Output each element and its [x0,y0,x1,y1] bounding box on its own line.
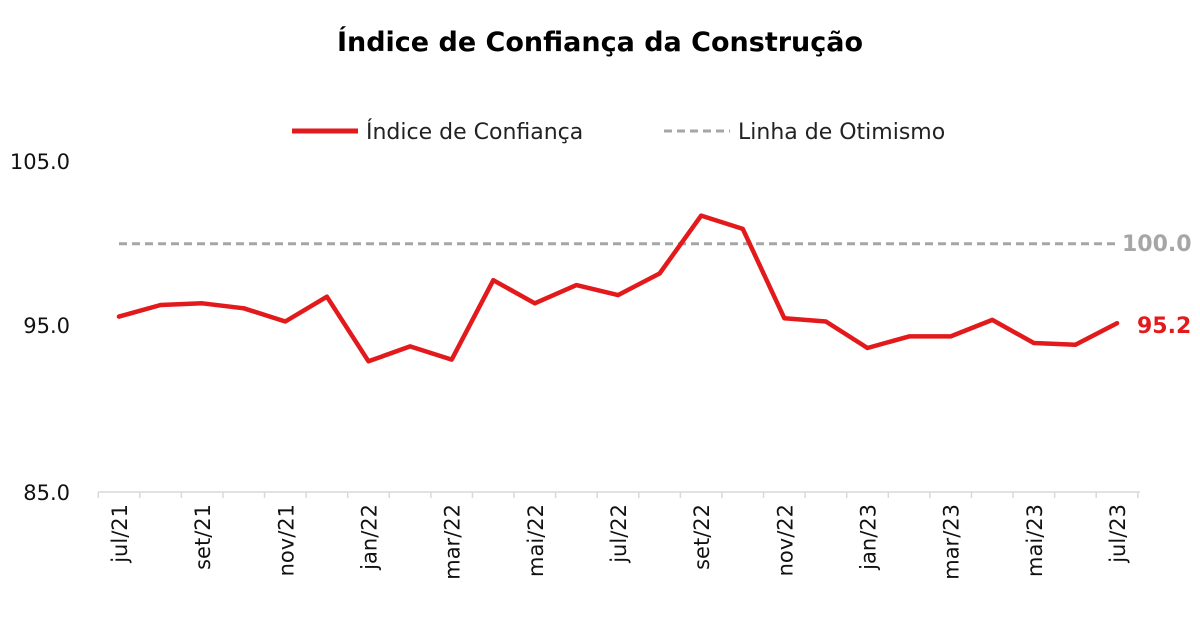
data-point [532,301,537,306]
reference-line-label: 100.0 [1122,232,1192,257]
x-tick-label: nov/21 [274,504,298,576]
x-tick-label: jul/22 [607,504,631,564]
x-axis: jul/21 set/21 nov/21 jan/22 mar/22 mai/22 jul/… [97,492,1139,580]
legend: Índice de Confiança Linha de Otimismo [292,119,945,145]
data-point [699,213,704,218]
data-point [449,357,454,362]
data-point [200,301,205,306]
data-point [782,316,787,321]
data-point [948,334,953,339]
data-point [740,226,745,231]
x-tick-label: mai/22 [524,504,548,577]
data-point [907,334,912,339]
data-point [574,283,579,288]
x-tick-label: mai/23 [1023,504,1047,577]
data-point [283,319,288,324]
data-point [158,302,163,307]
data-point [1031,341,1036,346]
x-tick-label: set/21 [191,504,215,570]
legend-label-otimismo: Linha de Otimismo [738,120,945,145]
data-point [865,346,870,351]
series-points [117,213,1119,364]
x-tick-label: jul/21 [108,504,132,564]
data-point [1115,321,1119,326]
last-value-label: 95.2 [1137,314,1191,339]
x-tick-label: mar/23 [940,504,964,580]
data-point [491,278,496,283]
data-point [1073,342,1078,347]
data-point [990,317,995,322]
data-point [117,314,121,319]
data-point [408,344,413,349]
data-point [657,271,662,276]
data-point [324,294,329,299]
chart-title: Índice de Confiança da Construção [337,26,863,58]
y-axis: 105.0 95.0 85.0 [10,150,70,505]
x-tick-label: jan/22 [358,504,382,571]
x-tick-label: jul/23 [1106,504,1130,564]
x-tick-label: nov/22 [773,504,797,576]
data-point [616,293,620,298]
y-tick-label: 105.0 [10,150,70,174]
x-tick-label: set/22 [690,504,714,570]
x-tick-label: jan/23 [857,504,881,571]
y-tick-label: 85.0 [23,481,70,505]
data-point [823,319,828,324]
x-tick-label: mar/22 [441,504,465,580]
data-point [241,306,246,311]
data-point [366,359,371,364]
series-line-indice [116,213,1120,364]
y-tick-label: 95.0 [23,314,70,338]
legend-label-indice: Índice de Confiança [366,119,583,145]
